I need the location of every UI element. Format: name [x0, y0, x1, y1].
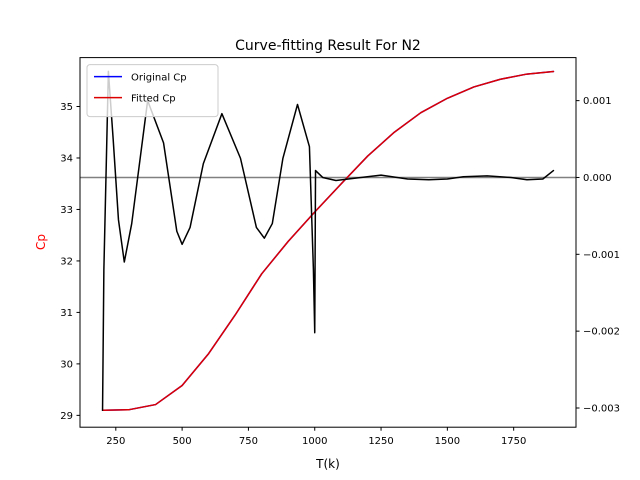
legend-label: Original Cp [131, 73, 187, 84]
x-axis-label: T(k) [315, 457, 340, 471]
y2-tick-label: −0.003 [583, 403, 620, 414]
y-tick-label: 34 [60, 153, 73, 164]
x-tick-label: 1750 [501, 436, 526, 447]
y-tick-label: 31 [60, 308, 73, 319]
x-tick-label: 1250 [368, 436, 393, 447]
x-tick-label: 250 [106, 436, 125, 447]
y-tick-label: 35 [60, 102, 73, 113]
y2-tick-label: −0.001 [583, 250, 620, 261]
x-tick-label: 500 [173, 436, 192, 447]
x-tick-label: 1500 [435, 436, 460, 447]
x-tick-label: 1000 [302, 436, 327, 447]
y2-tick-label: −0.002 [583, 327, 620, 338]
y2-tick-label: 0.001 [583, 96, 612, 107]
legend: Original Cp Fitted Cp [86, 64, 219, 118]
chart-title: Curve-fitting Result For N2 [235, 38, 421, 54]
legend-label: Fitted Cp [131, 94, 176, 105]
x-tick-label: 750 [239, 436, 258, 447]
plot-area [80, 70, 576, 412]
plot-frame [79, 57, 577, 428]
legend-box [86, 64, 219, 118]
y-tick-label: 33 [60, 205, 73, 216]
fitted-cp-line [101, 70, 555, 411]
y2-tick-label: 0.000 [583, 173, 612, 184]
y-tick-label: 32 [60, 256, 73, 267]
y-tick-label: 30 [60, 359, 73, 370]
y-tick-label: 29 [60, 411, 73, 422]
axes: 250 500 750 1000 1250 1500 1750 29 30 31 32 33 34 35 0… [60, 96, 620, 447]
y-axis-label: Cp [34, 234, 48, 250]
residual-line [101, 70, 555, 412]
